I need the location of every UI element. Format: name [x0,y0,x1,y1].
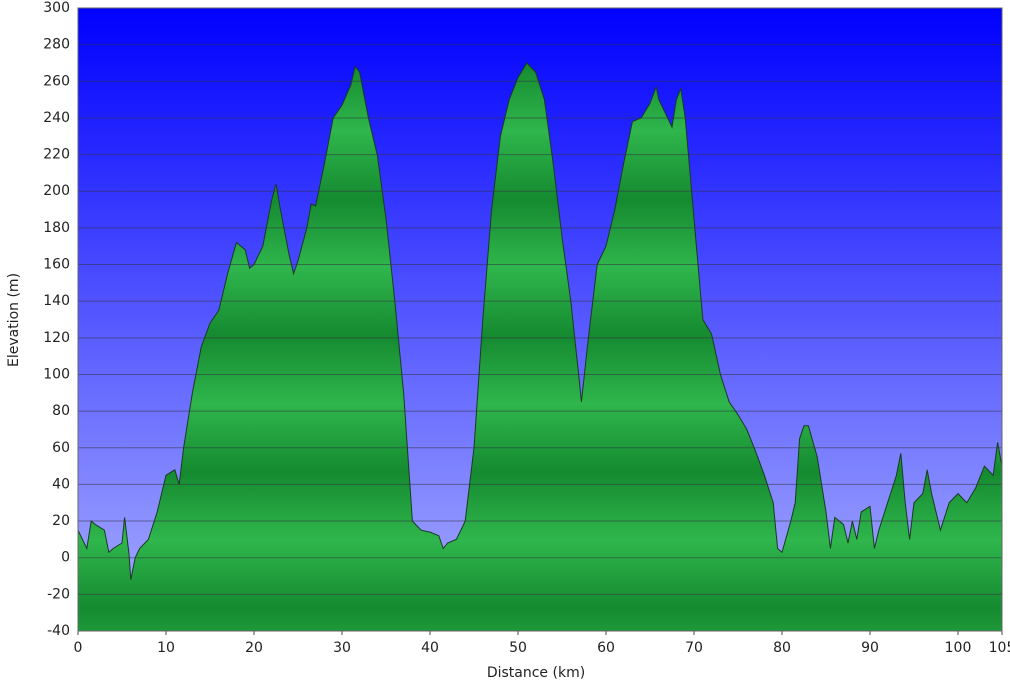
x-tick-label: 30 [333,640,351,656]
x-tick-label: 50 [509,640,527,656]
y-tick-label: 180 [43,220,70,236]
y-tick-label: 140 [43,293,70,309]
y-tick-label: -40 [47,623,70,639]
x-tick-label: 0 [74,640,83,656]
y-tick-label: 200 [43,183,70,199]
y-tick-label: 160 [43,257,70,273]
x-tick-label: 100 [945,640,972,656]
y-tick-label: 100 [43,366,70,382]
x-tick-label: 40 [421,640,439,656]
y-tick-label: 80 [52,403,70,419]
y-tick-label: 0 [61,550,70,566]
y-tick-label: 40 [52,476,70,492]
x-tick-label: 90 [861,640,879,656]
x-tick-label: 70 [685,640,703,656]
x-tick-label: 80 [773,640,791,656]
y-tick-label: 300 [43,0,70,16]
y-tick-label: 120 [43,330,70,346]
area [77,62,1003,632]
y-tick-label: 260 [43,73,70,89]
x-tick-label: 20 [245,640,263,656]
y-tick-label: 220 [43,147,70,163]
y-tick-label: 60 [52,440,70,456]
y-tick-label: 20 [52,513,70,529]
y-tick-label: 280 [43,37,70,53]
y-tick-label: -20 [47,586,70,602]
y-axis-title: Elevation (m) [6,273,22,367]
y-tick-label: 240 [43,110,70,126]
plot-frame [77,7,1003,632]
x-axis-title: Distance (km) [487,665,585,681]
x-tick-label: 10 [157,640,175,656]
x-tick-label: 60 [597,640,615,656]
x-tick-label: 105 [989,640,1010,656]
